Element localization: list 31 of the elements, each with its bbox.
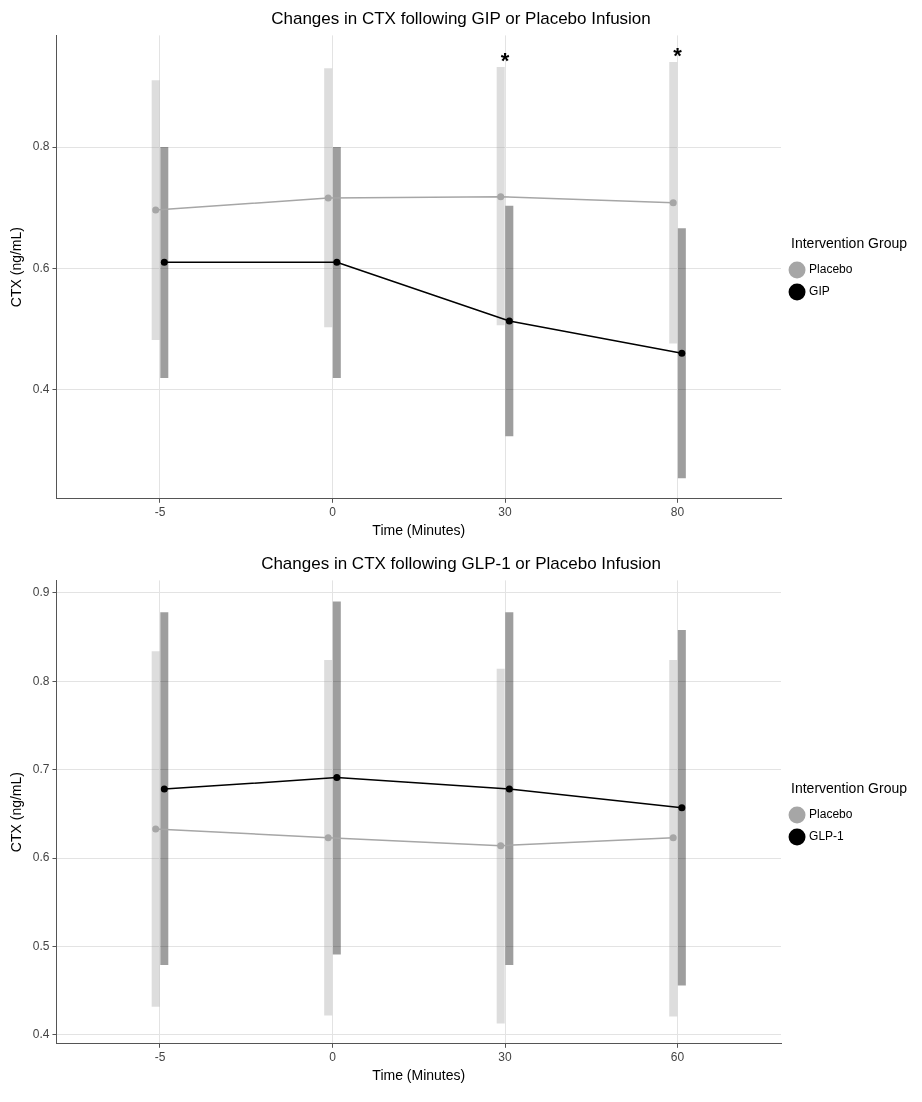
annotation: * <box>673 43 683 69</box>
x-tick-label: 60 <box>670 1050 685 1065</box>
y-tick-label: 0.8 <box>32 673 50 688</box>
y-tick-label: 0.5 <box>32 938 50 953</box>
x-axis-title: Time (Minutes) <box>372 1067 466 1084</box>
legend-title: Intervention Group <box>791 234 908 251</box>
x-axis-title: Time (Minutes) <box>372 522 466 539</box>
legend-label: GLP-1 <box>809 829 845 844</box>
chart-title: Changes in CTX following GLP-1 or Placebo Infusion <box>261 553 661 573</box>
legend-label: Placebo <box>809 262 853 277</box>
x-tick-label: 30 <box>498 1050 513 1065</box>
y-tick-label: 0.4 <box>32 1027 50 1042</box>
x-tick-label: 0 <box>329 505 337 520</box>
y-tick-label: 0.6 <box>32 260 50 275</box>
x-tick-label: 30 <box>498 505 513 520</box>
y-axis-title: CTX (ng/mL) <box>8 772 25 853</box>
x-tick-label: 80 <box>670 505 685 520</box>
y-axis-title: CTX (ng/mL) <box>8 227 25 308</box>
y-tick-label: 0.4 <box>32 381 50 396</box>
y-tick-label: 0.6 <box>32 850 50 865</box>
x-tick-label: 0 <box>329 1050 337 1065</box>
y-tick-label: 0.8 <box>32 139 50 154</box>
chart-title: Changes in CTX following GIP or Placebo Infusion <box>271 8 651 28</box>
legend-title: Intervention Group <box>791 779 908 796</box>
legend-label: Placebo <box>809 807 853 822</box>
annotation: * <box>500 48 510 73</box>
x-tick-label: -5 <box>154 1050 166 1065</box>
y-tick-label: 0.7 <box>32 761 50 776</box>
legend-label: GIP <box>809 284 830 299</box>
y-tick-label: 0.9 <box>32 585 50 600</box>
x-tick-label: -5 <box>154 505 166 520</box>
